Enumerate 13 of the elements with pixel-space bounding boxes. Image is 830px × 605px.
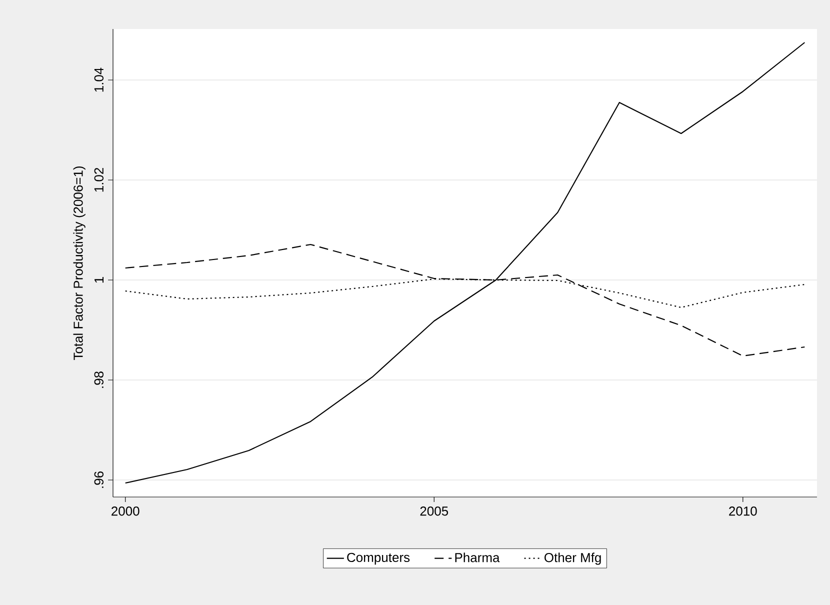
- y-tick-label: .98: [94, 372, 104, 388]
- y-tick-label: .96: [94, 472, 104, 488]
- y-axis-title: Total Factor Productivity (2006=1): [73, 166, 86, 360]
- x-tick-label: 2010: [729, 506, 757, 516]
- x-tick-label: 2005: [420, 506, 448, 516]
- legend-label: Pharma: [455, 552, 500, 562]
- x-tick-label: 2000: [112, 506, 140, 516]
- y-tick-label: 1: [94, 277, 104, 283]
- legend-label: Other Mfg: [544, 552, 601, 565]
- y-tick-label: 1.04: [94, 68, 104, 92]
- legend-label: Computers: [347, 552, 410, 565]
- y-tick-label: 1.02: [94, 168, 104, 192]
- line-series: [124, 42, 806, 484]
